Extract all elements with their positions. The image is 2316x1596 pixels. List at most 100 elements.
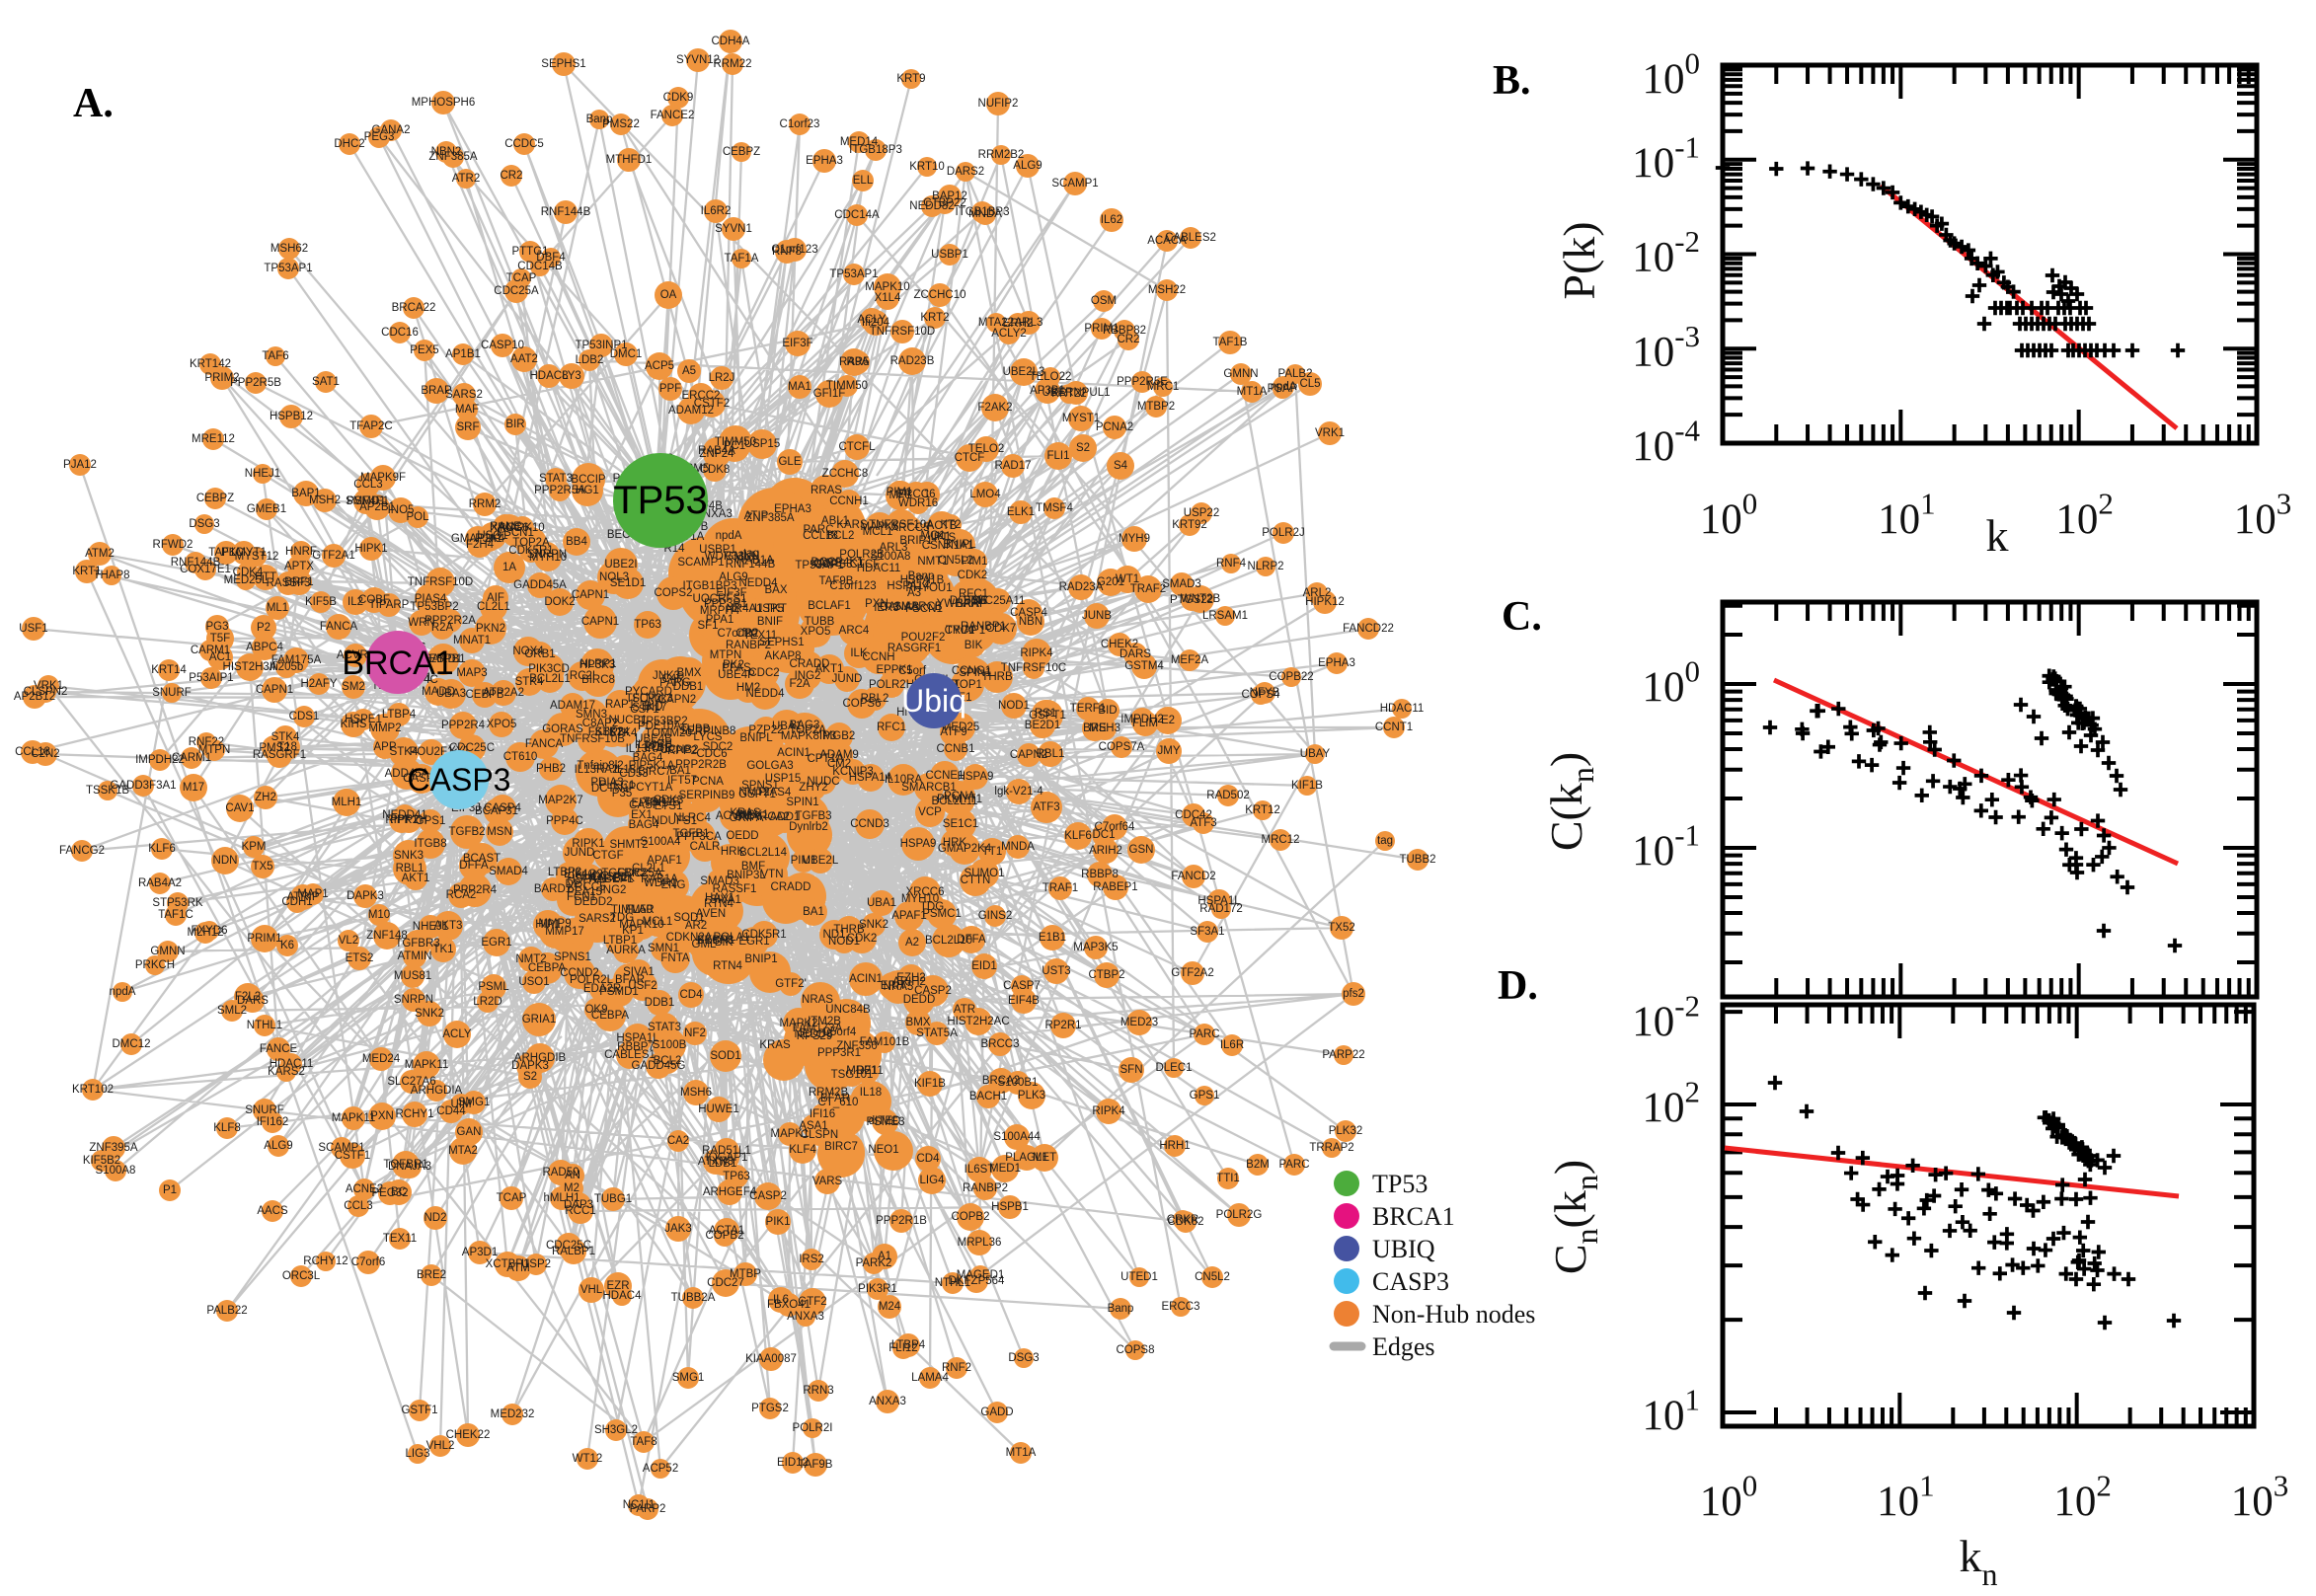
svg-text:RASSF1: RASSF1 <box>713 883 757 895</box>
svg-text:LDB2: LDB2 <box>576 354 604 366</box>
svg-text:TOP1: TOP1 <box>953 679 982 691</box>
svg-text:Dynlrb2: Dynlrb2 <box>789 821 828 833</box>
svg-text:F2A: F2A <box>789 678 810 690</box>
svg-text:PDIA3: PDIA3 <box>590 777 623 789</box>
svg-text:TFCP2: TFCP2 <box>626 693 661 705</box>
svg-text:PTGS2: PTGS2 <box>751 1403 789 1414</box>
svg-text:GADD45G: GADD45G <box>632 1060 686 1072</box>
svg-text:INO5: INO5 <box>388 504 415 516</box>
svg-text:VL2: VL2 <box>339 935 358 947</box>
svg-text:FCN1: FCN1 <box>567 891 596 903</box>
svg-text:USF1: USF1 <box>19 623 47 635</box>
svg-text:FANCD22: FANCD22 <box>1343 623 1394 635</box>
svg-text:PPP3CA: PPP3CA <box>676 831 722 843</box>
svg-text:HSPA1A: HSPA1A <box>849 772 893 784</box>
svg-text:WDR16: WDR16 <box>898 497 938 509</box>
svg-text:CAPN1: CAPN1 <box>572 589 609 601</box>
svg-text:BCL2L11: BCL2L11 <box>931 796 977 807</box>
svg-text:WT1: WT1 <box>1116 573 1139 585</box>
svg-text:C5orf: C5orf <box>898 665 927 677</box>
svg-text:BCAP31: BCAP31 <box>475 805 518 817</box>
svg-text:SMARCB1: SMARCB1 <box>901 782 957 794</box>
svg-text:LR2J: LR2J <box>709 372 735 384</box>
svg-text:GSTM4: GSTM4 <box>1124 660 1164 672</box>
svg-text:MRC1: MRC1 <box>1147 381 1180 393</box>
svg-text:NDN: NDN <box>213 855 238 867</box>
svg-text:GML: GML <box>692 939 718 950</box>
svg-text:Edges: Edges <box>1372 1332 1435 1361</box>
svg-text:EIF4B: EIF4B <box>1008 995 1040 1007</box>
svg-text:IL2: IL2 <box>347 596 363 608</box>
svg-text:PARG: PARG <box>659 677 691 689</box>
svg-text:KP1: KP1 <box>622 925 644 937</box>
svg-text:RBL1: RBL1 <box>396 863 425 874</box>
svg-text:ITGB1BP3: ITGB1BP3 <box>956 206 1010 218</box>
svg-text:CDS1: CDS1 <box>289 711 320 722</box>
svg-text:Ifi205b: Ifi205b <box>270 661 304 673</box>
svg-text:BIRC8: BIRC8 <box>581 674 615 686</box>
svg-text:RCC1: RCC1 <box>565 1205 595 1217</box>
svg-text:HSPA9: HSPA9 <box>900 838 937 850</box>
svg-text:CDC16: CDC16 <box>381 327 419 339</box>
svg-text:ADD1: ADD1 <box>770 811 801 823</box>
svg-text:ITGB1BP3: ITGB1BP3 <box>683 580 737 592</box>
svg-text:BNIP3L: BNIP3L <box>727 870 766 881</box>
svg-text:PJA12: PJA12 <box>63 459 97 471</box>
svg-text:BMF: BMF <box>964 595 987 607</box>
svg-text:ZNF395A: ZNF395A <box>89 1142 138 1154</box>
svg-text:TAF9B: TAF9B <box>819 575 854 587</box>
svg-text:MTA2: MTA2 <box>448 1145 478 1157</box>
svg-text:USP15: USP15 <box>765 773 801 785</box>
svg-text:EPPK1: EPPK1 <box>631 798 667 809</box>
svg-text:FLI1: FLI1 <box>1046 450 1069 462</box>
svg-text:C7orf20: C7orf20 <box>718 628 758 640</box>
svg-text:TKT: TKT <box>765 603 787 615</box>
svg-text:NUDC: NUDC <box>807 776 839 788</box>
svg-text:MRE112: MRE112 <box>192 433 235 445</box>
svg-text:SF1: SF1 <box>697 620 718 632</box>
svg-text:SM2: SM2 <box>342 681 365 693</box>
svg-text:FAM173A: FAM173A <box>793 1023 843 1034</box>
svg-text:ATM2: ATM2 <box>85 548 115 560</box>
svg-text:tag: tag <box>743 548 759 560</box>
svg-text:MMP9: MMP9 <box>538 918 571 930</box>
svg-text:DCCP4K1: DCCP4K1 <box>811 557 863 569</box>
svg-text:BRCA22: BRCA22 <box>392 302 436 314</box>
svg-text:LR2D: LR2D <box>473 996 502 1008</box>
svg-text:COPS6: COPS6 <box>843 698 882 710</box>
svg-text:RNF144B: RNF144B <box>171 557 221 569</box>
svg-text:Banp: Banp <box>908 570 935 582</box>
svg-text:DKFZP564: DKFZP564 <box>949 1275 1005 1287</box>
svg-text:TMSF4: TMSF4 <box>1036 502 1073 514</box>
svg-text:CAPN2: CAPN2 <box>1010 749 1047 761</box>
svg-text:CCNH1: CCNH1 <box>829 495 869 507</box>
svg-text:RNF8: RNF8 <box>772 246 802 258</box>
svg-text:BRCA2: BRCA2 <box>982 1075 1020 1087</box>
svg-text:POLR2H: POLR2H <box>869 679 914 691</box>
svg-text:PDI: PDI <box>644 741 662 753</box>
svg-text:CA2: CA2 <box>667 1135 689 1147</box>
svg-text:ZNF385A: ZNF385A <box>745 512 795 524</box>
svg-text:STK4: STK4 <box>609 727 638 739</box>
svg-text:LTBP4: LTBP4 <box>382 709 417 721</box>
svg-text:USP2: USP2 <box>521 1258 551 1270</box>
svg-text:ELL: ELL <box>853 175 874 187</box>
svg-text:CABLES1: CABLES1 <box>604 1049 656 1061</box>
svg-text:CCNG1: CCNG1 <box>952 665 991 677</box>
svg-text:ALG9: ALG9 <box>719 571 747 583</box>
svg-text:TX5: TX5 <box>252 861 272 873</box>
svg-text:BRE2: BRE2 <box>417 1269 446 1281</box>
svg-text:RFWD2: RFWD2 <box>153 539 193 551</box>
svg-text:SPIN1: SPIN1 <box>959 667 991 679</box>
svg-text:ITGB8: ITGB8 <box>414 838 446 850</box>
svg-text:UBE4P: UBE4P <box>718 669 755 681</box>
svg-text:BIRC7: BIRC7 <box>824 1141 858 1153</box>
svg-text:ZNF350: ZNF350 <box>836 1040 878 1052</box>
svg-text:MAP3K5: MAP3K5 <box>1073 942 1118 953</box>
svg-text:EZH2: EZH2 <box>896 972 925 984</box>
svg-text:PG3: PG3 <box>205 621 228 633</box>
svg-text:IL6R: IL6R <box>1220 1039 1244 1051</box>
svg-text:BE2D1: BE2D1 <box>1025 720 1060 731</box>
svg-text:CASP10: CASP10 <box>481 340 524 351</box>
svg-text:EPHA3: EPHA3 <box>1318 657 1355 669</box>
